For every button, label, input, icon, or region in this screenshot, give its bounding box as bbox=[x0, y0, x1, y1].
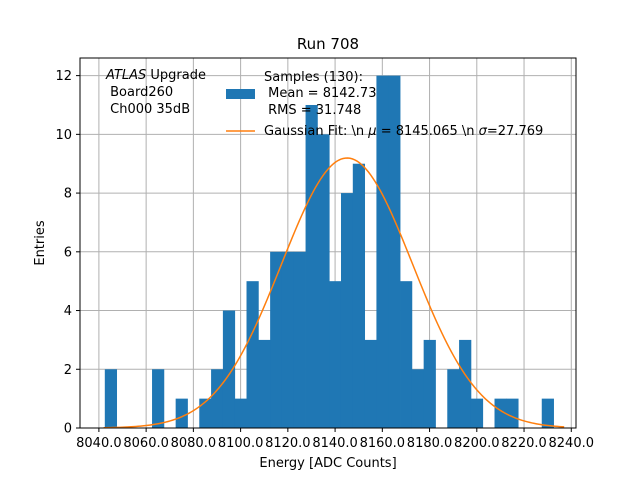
histogram-bar-14 bbox=[329, 281, 342, 428]
x-tick-label-4: 8120.0 bbox=[265, 436, 311, 451]
legend-fit-suffix: =27.769 bbox=[487, 124, 543, 139]
legend-histogram-swatch bbox=[226, 89, 255, 99]
legend-fit-middle: = 8145.065 \n bbox=[377, 124, 479, 139]
histogram-bar-23 bbox=[447, 369, 460, 428]
histogram-bar-6 bbox=[234, 398, 247, 428]
histogram-bar-25 bbox=[470, 398, 484, 428]
y-tick-label-6: 12 bbox=[55, 69, 72, 84]
x-tick-label-5: 8140.0 bbox=[312, 436, 358, 451]
histogram-bars bbox=[104, 75, 554, 428]
histogram-bar-22 bbox=[423, 339, 436, 428]
histogram-bar-9 bbox=[270, 251, 283, 428]
y-tick-label-5: 10 bbox=[55, 128, 72, 143]
x-tick-label-3: 8100.0 bbox=[218, 436, 264, 451]
annotation-line-2: Board260 bbox=[106, 85, 173, 100]
legend-histogram-line-1: Samples (130): bbox=[264, 70, 363, 85]
y-tick-label-3: 6 bbox=[64, 245, 72, 260]
histogram-bar-1 bbox=[152, 369, 165, 428]
y-axis-ticks: 0 2 4 6 8 10 12 bbox=[55, 69, 80, 437]
x-tick-label-7: 8180.0 bbox=[407, 436, 453, 451]
x-tick-label-1: 8060.0 bbox=[123, 436, 169, 451]
y-tick-label-2: 4 bbox=[64, 304, 72, 319]
histogram-bar-28 bbox=[541, 398, 554, 428]
atlas-annotation: ATLAS Upgrade Board260 Ch000 35dB bbox=[105, 68, 206, 117]
histogram-bar-24 bbox=[459, 339, 472, 428]
histogram-bar-2 bbox=[175, 398, 188, 428]
x-tick-label-0: 8040.0 bbox=[76, 436, 122, 451]
annotation-line-1: ATLAS Upgrade bbox=[105, 68, 206, 83]
annotation-upgrade: Upgrade bbox=[146, 68, 206, 83]
y-tick-label-1: 2 bbox=[64, 363, 72, 378]
x-tick-label-10: 8240.0 bbox=[549, 436, 595, 451]
y-tick-label-4: 8 bbox=[64, 187, 72, 202]
gaussian-fit bbox=[103, 157, 565, 429]
histogram-bar-18 bbox=[376, 75, 389, 428]
gaussian-fit-line bbox=[103, 157, 565, 429]
x-tick-label-8: 8200.0 bbox=[454, 436, 500, 451]
x-axis-ticks: 8040.0 8060.0 8080.0 8100.0 8120.0 8140.0 8160… bbox=[76, 428, 594, 451]
annotation-atlas: ATLAS bbox=[105, 68, 146, 83]
histogram-bar-11 bbox=[293, 251, 306, 428]
histogram-bar-27 bbox=[506, 398, 519, 428]
y-tick-label-0: 0 bbox=[64, 422, 72, 437]
histogram-bar-3 bbox=[199, 398, 212, 428]
histogram-bar-5 bbox=[222, 310, 236, 428]
histogram-bar-7 bbox=[246, 281, 259, 428]
plot-frame bbox=[79, 57, 577, 429]
legend-fit-sigma: σ bbox=[479, 124, 488, 139]
x-tick-label-2: 8080.0 bbox=[171, 436, 217, 451]
legend-fit-prefix: Gaussian Fit: \n bbox=[264, 124, 368, 139]
x-tick-label-6: 8160.0 bbox=[360, 436, 406, 451]
legend-histogram-line-2: Mean = 8142.73 bbox=[264, 86, 376, 101]
histogram-bar-20 bbox=[400, 281, 413, 428]
legend-histogram-line-3: RMS = 31.748 bbox=[264, 103, 361, 118]
x-tick-label-9: 8220.0 bbox=[501, 436, 547, 451]
histogram-bar-10 bbox=[281, 251, 295, 428]
histogram-bar-16 bbox=[352, 163, 366, 428]
histogram-bar-13 bbox=[317, 134, 330, 428]
y-axis-label: Entries bbox=[33, 220, 48, 266]
histogram-bar-19 bbox=[388, 75, 401, 428]
legend-fit-mu: μ bbox=[367, 124, 376, 139]
histogram-bar-15 bbox=[340, 193, 354, 428]
histogram-bar-26 bbox=[494, 398, 507, 428]
histogram-bar-8 bbox=[258, 339, 271, 428]
histogram-bar-4 bbox=[211, 369, 224, 428]
histogram-bar-12 bbox=[305, 104, 318, 428]
chart-title: Run 708 bbox=[297, 35, 359, 53]
histogram-bar-21 bbox=[411, 369, 425, 428]
x-axis-label: Energy [ADC Counts] bbox=[259, 456, 396, 471]
histogram-bar-17 bbox=[364, 339, 377, 428]
histogram-bar-0 bbox=[104, 369, 118, 428]
legend: Samples (130): Mean = 8142.73 RMS = 31.7… bbox=[226, 70, 543, 139]
legend-fit-label: Gaussian Fit: \n μ = 8145.065 \n σ=27.76… bbox=[264, 124, 543, 139]
annotation-line-3: Ch000 35dB bbox=[106, 102, 190, 117]
